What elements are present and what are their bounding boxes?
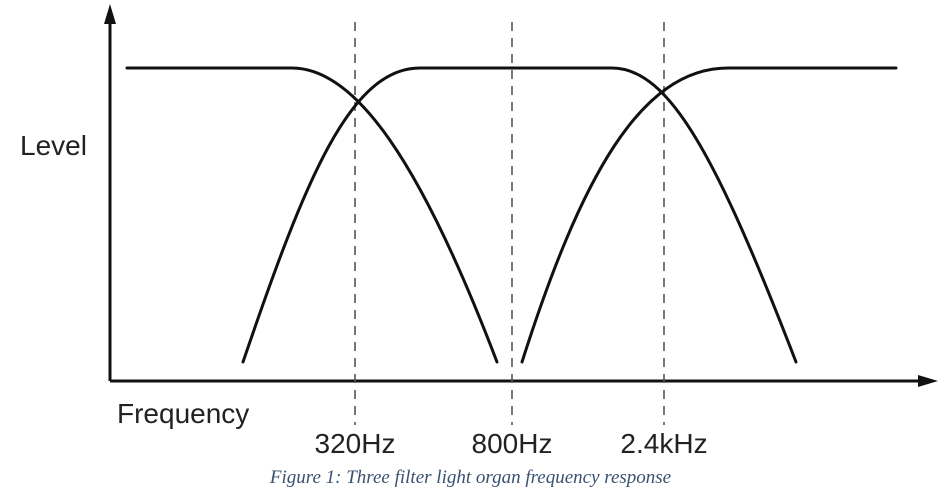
marker-label-800hz: 800Hz [472, 428, 553, 459]
high-pass-curve [520, 66, 898, 364]
marker-label-320hz: 320Hz [315, 428, 396, 459]
x-axis-label: Frequency [117, 398, 249, 429]
figure-caption: Figure 1: Three filter light organ frequ… [269, 467, 672, 488]
low-pass-curve [125, 66, 499, 364]
band-pass-curve [241, 66, 798, 364]
y-axis-arrow-icon [104, 4, 116, 24]
y-axis-label: Level [20, 130, 87, 161]
marker-label-2-4khz: 2.4kHz [620, 428, 707, 459]
x-axis-arrow-icon [918, 375, 938, 387]
